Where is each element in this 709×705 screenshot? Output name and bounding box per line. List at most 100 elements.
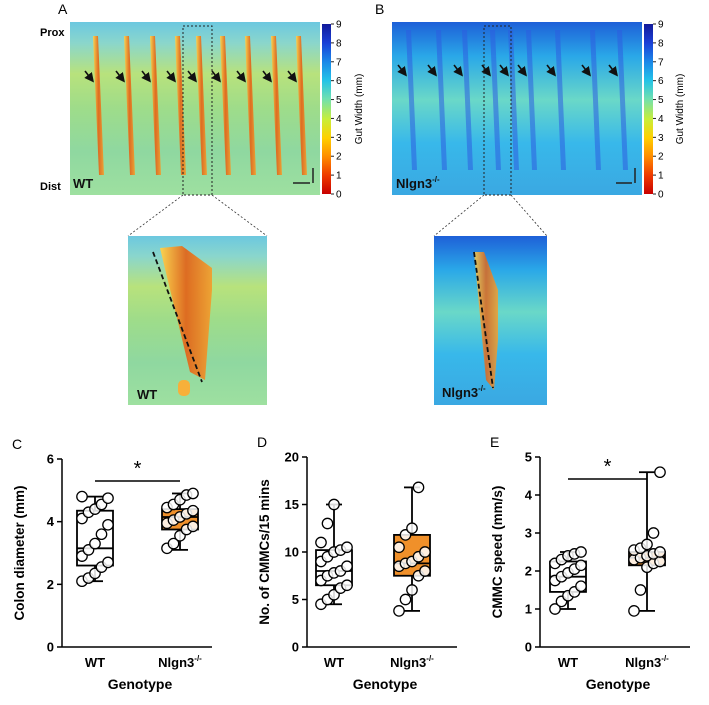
data-point (393, 605, 405, 617)
contraction-band (220, 36, 231, 175)
x-tick-label: WT (558, 655, 578, 670)
colorbar-tick-label: 0 (658, 190, 664, 201)
propagation-line-wt (152, 251, 203, 383)
panel-a-letter: A (58, 1, 68, 17)
zoom-genotype-label-nlgn3: Nlgn3-/- (442, 384, 486, 400)
data-point (76, 490, 88, 503)
cmmc-arrow-icon (427, 64, 437, 77)
y-tick-label: 4 (47, 514, 55, 529)
data-point (95, 528, 108, 541)
data-point (393, 541, 405, 554)
cmmc-arrow-icon (517, 64, 527, 77)
colorbar-a: 0 1 2 3 4 5 6 7 8 9 Gut Width (mm) (322, 20, 365, 201)
panel-letter: E (490, 434, 499, 450)
y-tick-label: 5 (292, 592, 299, 607)
contraction-band (124, 36, 135, 175)
data-point (575, 546, 587, 558)
contraction-band (245, 36, 256, 175)
dist-label: Dist (40, 181, 61, 193)
data-point (647, 527, 660, 539)
spatiotemporal-map-wt (70, 22, 320, 196)
data-point (167, 537, 180, 550)
box-plot-cmmc-count: D 0 5 10 15 20 No. of CMMCs/15 mins Genotype WT N… (257, 434, 457, 692)
y-tick-label: 20 (285, 450, 299, 465)
cmmc-arrow-icon (141, 70, 151, 83)
data-point (187, 487, 199, 500)
data-point (89, 537, 101, 550)
panel-letter: D (257, 434, 267, 450)
propagation-line-nlgn3 (473, 251, 494, 389)
colorbar-tick-label: 5 (658, 95, 664, 106)
cmmc-arrow-icon (287, 70, 297, 83)
colorbar-tick-label: 4 (336, 114, 342, 125)
y-tick-label: 0 (292, 640, 299, 655)
cmmc-arrow-icon (166, 70, 176, 83)
data-point (641, 538, 653, 551)
colorbar-label-b: Gut Width (mm) (675, 74, 686, 145)
cmmc-arrow-icon (581, 64, 591, 77)
data-point (341, 560, 353, 573)
panel-letter: C (12, 436, 22, 452)
y-tick-label: 2 (47, 577, 54, 592)
contraction-band (296, 36, 307, 175)
data-point (187, 504, 199, 517)
x-axis-label: Genotype (586, 676, 651, 692)
colorbar-tick-label: 4 (658, 114, 664, 125)
y-axis-label: CMMC speed (mm/s) (490, 486, 505, 619)
colorbar-tick-label: 2 (336, 152, 342, 163)
x-axis-label: Genotype (353, 676, 418, 692)
contraction-band (436, 30, 447, 170)
y-tick-label: 2 (525, 564, 532, 579)
colorbar-tick-label: 9 (336, 20, 342, 31)
colorbar-tick-label: 7 (658, 57, 664, 68)
y-tick-label: 3 (525, 526, 532, 541)
colorbar-tick-label: 8 (336, 38, 342, 49)
colorbar-tick-label: 9 (658, 20, 664, 31)
y-tick-label: 1 (525, 602, 532, 617)
contraction-band (150, 36, 161, 175)
zoom-genotype-label-wt: WT (137, 387, 157, 402)
data-point (406, 522, 418, 535)
colorbar-tick-label: 1 (336, 171, 342, 182)
y-tick-label: 5 (525, 450, 532, 465)
x-tick-label: WT (324, 655, 344, 670)
cmmc-arrow-icon (608, 64, 618, 77)
cmmc-arrow-icon (453, 64, 463, 77)
data-point (102, 492, 114, 505)
y-axis-label: No. of CMMCs/15 mins (257, 479, 272, 625)
contraction-band (196, 36, 207, 175)
data-point (575, 580, 587, 593)
data-point (406, 584, 418, 596)
cmmc-arrow-icon (262, 70, 272, 83)
data-point (654, 546, 666, 558)
cmmc-arrow-icon (481, 64, 491, 77)
data-point (315, 536, 327, 549)
cmmc-arrow-icon (397, 64, 407, 77)
data-point (399, 593, 412, 606)
y-tick-label: 6 (47, 452, 54, 467)
colorbar-tick-label: 3 (658, 133, 664, 144)
map-genotype-label-nlgn3: Nlgn3-/- (396, 175, 440, 191)
x-tick-label: WT (85, 655, 105, 670)
colorbar-label-a: Gut Width (mm) (354, 74, 365, 145)
data-point (328, 498, 340, 511)
colorbar-tick-label: 5 (336, 95, 342, 106)
colorbar-tick-label: 3 (336, 133, 342, 144)
data-point (419, 565, 431, 577)
contraction-band (93, 36, 104, 175)
data-point (102, 518, 114, 531)
contraction-band (462, 30, 473, 170)
contraction-band (526, 30, 537, 170)
zoom-view-nlgn3 (434, 236, 547, 405)
data-point (575, 559, 587, 572)
y-axis-label: Colon diameter (mm) (12, 485, 27, 620)
data-point (102, 556, 114, 569)
data-point (412, 481, 425, 494)
data-point (628, 605, 640, 617)
colorbar-tick-label: 6 (336, 76, 342, 87)
colorbar-tick-label: 6 (658, 76, 664, 87)
data-point (341, 579, 353, 592)
data-point (654, 466, 666, 479)
